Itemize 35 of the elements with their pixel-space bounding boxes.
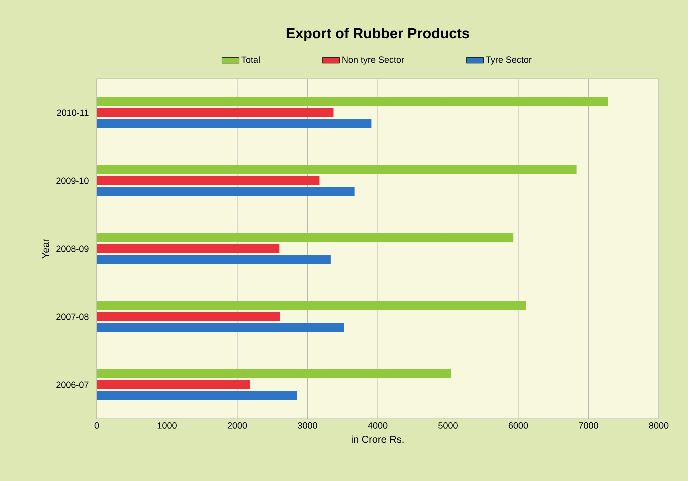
legend-label: Tyre Sector bbox=[486, 56, 532, 65]
bar bbox=[97, 380, 250, 390]
legend-label: Total bbox=[242, 56, 260, 64]
x-tick-label: 8000 bbox=[649, 422, 669, 429]
legend-label: Non tyre Sector bbox=[342, 56, 404, 65]
y-tick-label: 2006-07 bbox=[56, 382, 89, 388]
bar bbox=[97, 108, 334, 118]
y-axis-title: Year bbox=[42, 239, 50, 259]
y-tick-label: 2007-08 bbox=[56, 314, 89, 320]
y-tick-label: 2008-09 bbox=[56, 246, 89, 252]
bar bbox=[97, 312, 280, 322]
bar bbox=[97, 323, 344, 332]
x-tick-label: 7000 bbox=[579, 422, 598, 429]
y-tick-label: 2010-11 bbox=[57, 110, 89, 116]
bar bbox=[97, 369, 452, 378]
bar bbox=[97, 255, 331, 264]
x-axis-title: in Crore Rs. bbox=[352, 436, 404, 444]
bar bbox=[97, 165, 577, 174]
x-tick-label: 3000 bbox=[298, 422, 318, 429]
bar bbox=[97, 391, 298, 400]
x-tick-label: 1000 bbox=[158, 422, 177, 429]
x-tick-label: 2000 bbox=[228, 422, 248, 429]
bar bbox=[97, 119, 372, 128]
bar bbox=[97, 301, 526, 310]
bar bbox=[97, 233, 514, 242]
bar bbox=[97, 244, 280, 254]
x-tick-label: 5000 bbox=[438, 422, 458, 429]
bar bbox=[97, 97, 608, 106]
y-tick-label: 2009-10 bbox=[56, 178, 89, 184]
bar bbox=[97, 187, 355, 196]
chart-title: Export of Rubber Products bbox=[286, 28, 470, 42]
x-tick-label: 0 bbox=[94, 422, 100, 429]
x-tick-label: 4000 bbox=[368, 422, 388, 429]
bar bbox=[97, 176, 320, 186]
x-tick-label: 6000 bbox=[508, 422, 528, 429]
